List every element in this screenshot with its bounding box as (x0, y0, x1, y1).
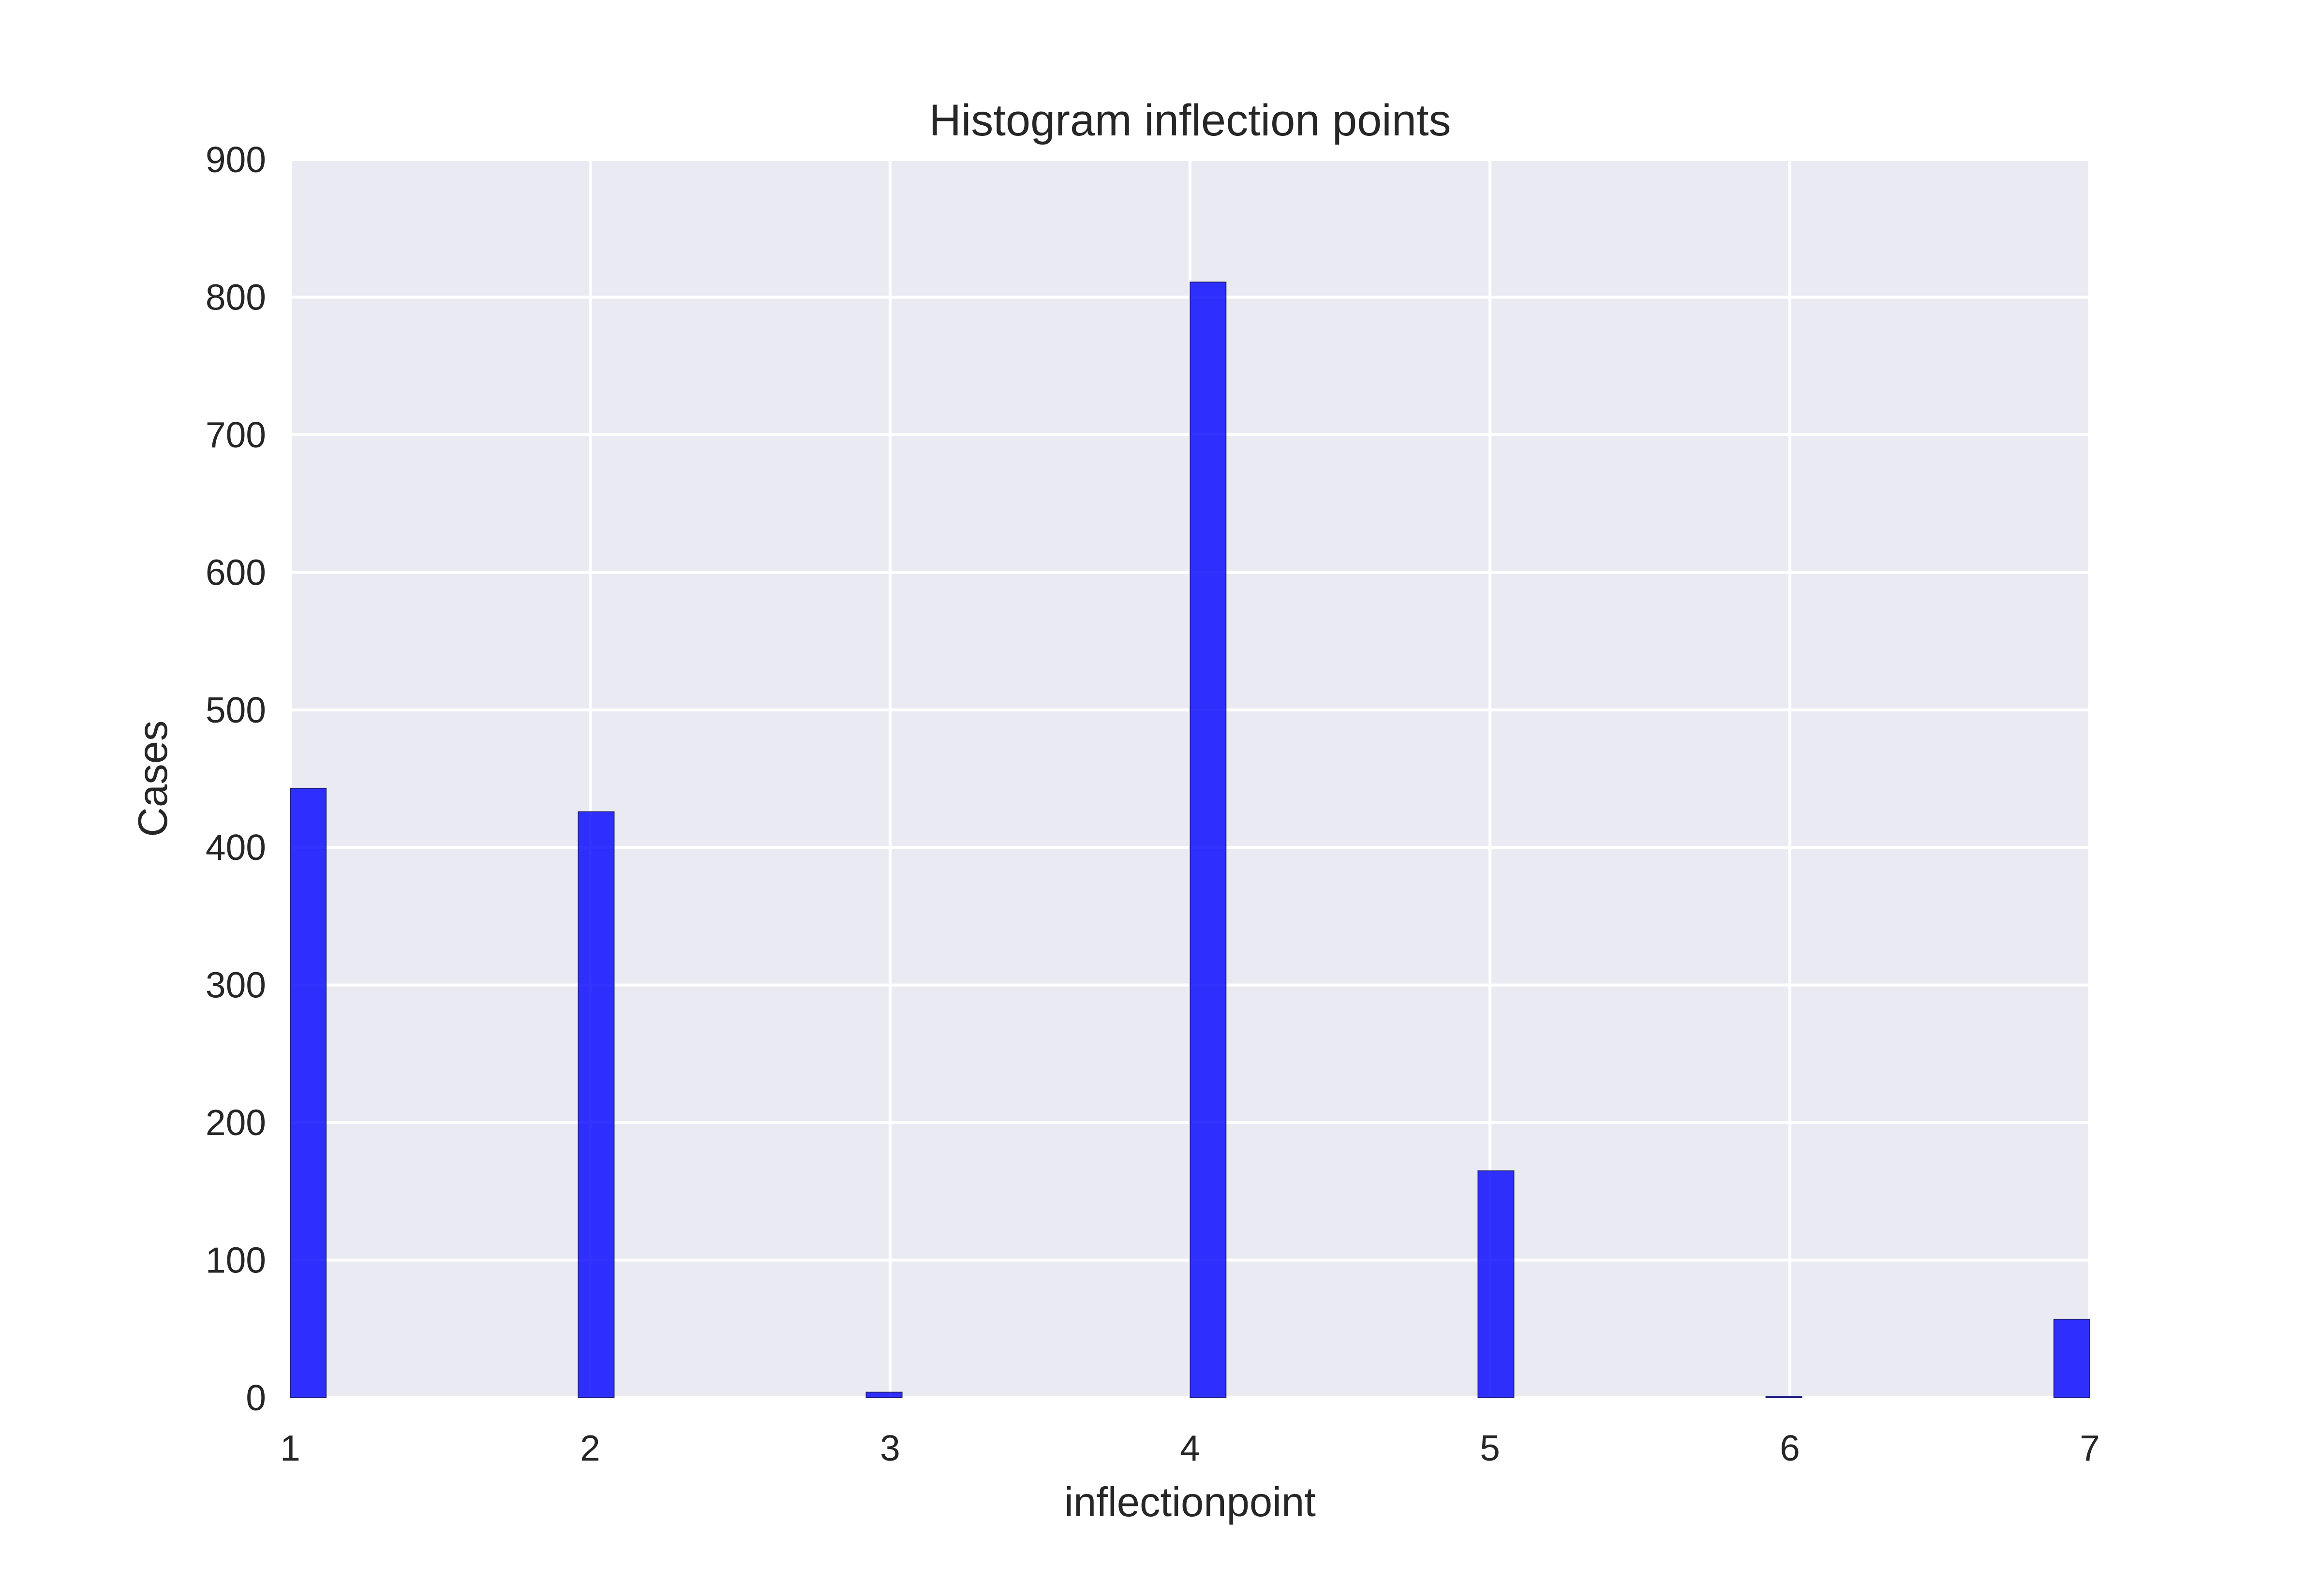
y-tick-label: 800 (206, 277, 266, 317)
x-tick-label: 3 (880, 1428, 900, 1468)
x-tick-label: 1 (280, 1428, 300, 1468)
y-tick-label: 300 (206, 965, 266, 1005)
y-tick-label: 100 (206, 1240, 266, 1281)
histogram-bar (290, 787, 327, 1398)
y-tick-label: 0 (246, 1377, 266, 1418)
y-tick-label: 400 (206, 827, 266, 868)
chart-title: Histogram inflection points (929, 96, 1451, 145)
y-tick-label: 600 (206, 552, 266, 592)
histogram-bars (290, 281, 2091, 1399)
x-tick-label: 7 (2080, 1428, 2100, 1468)
x-axis-title: inflectionpoint (1064, 1479, 1316, 1525)
y-axis-title: Cases (130, 721, 176, 837)
histogram-bar (2053, 1318, 2091, 1399)
histogram-bar (1190, 281, 1227, 1399)
x-tick-label: 2 (580, 1428, 600, 1468)
y-tick-label: 900 (206, 139, 266, 180)
y-tick-label: 500 (206, 690, 266, 730)
y-tick-labels: 0 100 200 300 400 500 600 700 800 900 (206, 139, 266, 1418)
x-tick-label: 4 (1180, 1428, 1200, 1468)
y-tick-label: 700 (206, 414, 266, 455)
x-tick-label: 6 (1780, 1428, 1800, 1468)
x-tick-labels: 1 2 3 4 5 6 7 (280, 1428, 2100, 1468)
x-tick-label: 5 (1480, 1428, 1500, 1468)
histogram-bar (865, 1391, 903, 1399)
histogram-bar (1765, 1396, 1802, 1398)
histogram-bar (578, 811, 615, 1398)
y-tick-label: 200 (206, 1102, 266, 1143)
histogram-bar (1477, 1170, 1515, 1399)
